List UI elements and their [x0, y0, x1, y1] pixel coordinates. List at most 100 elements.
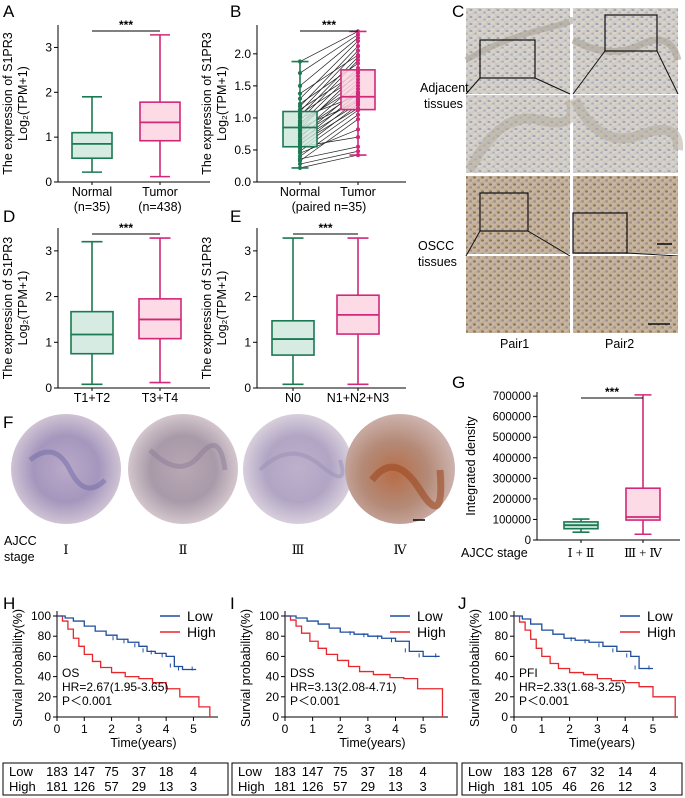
stage-label-3: Ⅲ: [292, 542, 305, 557]
chart-d-boxplot: 0 1 2 3 The expression of S1PR3 Log₂(TPM+1) T1…: [1, 221, 210, 405]
pair-line: [299, 129, 359, 154]
point-normal: [297, 165, 303, 171]
x-tick-label: 0: [54, 722, 61, 736]
x-category-sublabel: (n=438): [138, 200, 181, 214]
point-normal: [297, 96, 303, 101]
panel-letter-f: F: [3, 413, 13, 432]
x-category-label: Tumor: [340, 185, 376, 199]
pair-line: [299, 40, 359, 99]
risk-cell-low: 75: [333, 764, 347, 779]
y-tick-label: 2: [244, 290, 251, 304]
y-tick-label: 2: [45, 290, 52, 304]
point-normal: [297, 154, 303, 159]
point-tumor: [355, 38, 361, 44]
y-tick-label: 1: [45, 130, 52, 144]
y-tick-label: 100000: [493, 514, 531, 526]
legend-label-high: High: [417, 624, 446, 640]
point-tumor: [355, 35, 361, 40]
y-axis-label: Integrated density: [464, 416, 478, 516]
tma-core-stage2: [128, 414, 238, 524]
point-tumor: [355, 90, 361, 95]
oscc-label-line1: OSCC: [418, 239, 454, 253]
risk-cell-low: 18: [388, 764, 402, 779]
y-tick-label: 80: [495, 629, 509, 643]
panel-letter-a: A: [3, 2, 15, 21]
y-tick-label: 60: [38, 649, 52, 663]
ihc-oscc-pair2-high: [573, 256, 678, 333]
x-category-sublabel: (n=35): [74, 200, 110, 214]
point-tumor: [355, 135, 361, 140]
y-tick-label: 20: [38, 690, 52, 704]
ihc-oscc-pair2-low: [572, 176, 678, 254]
risk-cell-high: 29: [361, 779, 375, 794]
risk-cell-high: 181: [503, 779, 525, 794]
panel-letters: A B C D E F G H I J: [3, 2, 467, 613]
ihc-oscc-pair1-high: [466, 256, 570, 333]
risk-cell-high: 3: [420, 779, 427, 794]
x-category-label: Normal: [72, 185, 112, 199]
box-pink: [625, 394, 661, 543]
y-axis-label: Survial probability(%): [468, 609, 482, 727]
point-normal: [297, 83, 303, 88]
tma-core-stage1: [11, 414, 121, 524]
pair2-label: Pair2: [605, 337, 634, 351]
x-tick-label: 4: [163, 722, 170, 736]
risk-cell-high: 29: [132, 779, 146, 794]
box-green: [563, 518, 599, 543]
box-iqr: [71, 131, 113, 160]
y-tick-label: 0: [45, 175, 52, 189]
y-axis-label: Survial probability(%): [11, 609, 25, 727]
risk-cell-high: 3: [190, 779, 197, 794]
y-axis-label-2: Log₂(TPM+1): [16, 271, 30, 346]
legend-label-high: High: [647, 624, 676, 640]
adjacent-label-line1: Adjacent: [420, 81, 469, 95]
point-tumor: [355, 80, 361, 85]
y-axis-label: The expression of S1PR3: [200, 32, 214, 174]
box-iqr: [70, 310, 114, 355]
risk-table-frame: [461, 762, 683, 796]
box-pink: [139, 34, 181, 185]
legend-label-low: Low: [647, 608, 674, 624]
annotation-line: HR=2.33(1.68-3.25): [519, 680, 625, 694]
significance-label: ***: [119, 221, 133, 235]
ajcc-label-line2: stage: [4, 550, 35, 564]
stage-label-2: Ⅱ: [179, 542, 188, 557]
risk-cell-low: 183: [46, 764, 68, 779]
y-tick-label: 0: [501, 710, 508, 724]
chart-b-paired-boxplot: 0.0 0.5 1.0 1.5 2.0 The expression of S1PR3 Lo…: [200, 18, 406, 214]
y-tick-label: 40: [266, 670, 280, 684]
pair-line: [299, 150, 359, 165]
point-tumor: [355, 58, 361, 63]
chart-a-boxplot: 0 1 2 3 The expression of S1PR3 Log₂(TPM+1) No…: [1, 18, 210, 214]
y-tick-label: 60: [495, 649, 509, 663]
x-tick-label: 5: [420, 722, 427, 736]
point-tumor: [355, 149, 361, 154]
risk-cell-high: 13: [388, 779, 402, 794]
x-tick-label: 1: [309, 722, 316, 736]
panel-c-ihc: Adjacent tissues OSCC tissues Pair1 Pair…: [418, 8, 684, 351]
x-tick-label: 2: [337, 722, 344, 736]
risk-table-frame: [2, 762, 229, 796]
y-tick-label: 1.0: [234, 111, 251, 125]
panel-letter-c: C: [452, 2, 464, 21]
x-category-label: Tumor: [142, 185, 178, 199]
x-tick-label: 0: [282, 722, 289, 736]
risk-row-label-high: High: [9, 779, 36, 794]
pair1-label: Pair1: [500, 337, 529, 351]
point-tumor: [355, 127, 361, 132]
risk-cell-high: 105: [531, 779, 553, 794]
risk-cell-high: 181: [46, 779, 68, 794]
x-axis-prefix: AJCC stage: [461, 546, 528, 560]
y-axis-label-2: Log₂(TPM+1): [16, 66, 30, 141]
y-tick-label: 100: [31, 609, 51, 623]
zoom-box: [604, 14, 658, 52]
y-axis-label: Survial probability(%): [239, 609, 253, 727]
panel-letter-i: I: [230, 594, 235, 613]
x-axis-sublabel: (paired n=35): [292, 200, 367, 214]
annotation-line: P＜0.001: [62, 694, 112, 708]
x-tick-label: 4: [622, 722, 629, 736]
risk-cell-high: 46: [562, 779, 576, 794]
y-tick-label: 0.5: [234, 143, 251, 157]
